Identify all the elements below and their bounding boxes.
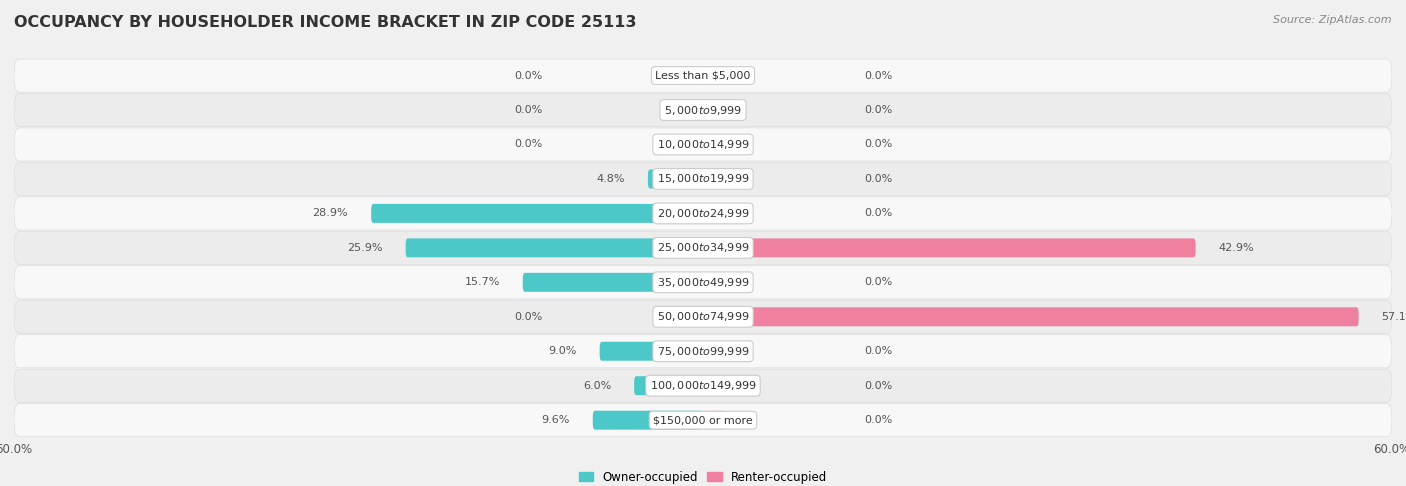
Text: 0.0%: 0.0%: [863, 381, 891, 391]
Text: 15.7%: 15.7%: [464, 278, 499, 287]
Text: 4.8%: 4.8%: [596, 174, 624, 184]
Text: 9.6%: 9.6%: [541, 415, 569, 425]
Text: $75,000 to $99,999: $75,000 to $99,999: [657, 345, 749, 358]
FancyBboxPatch shape: [14, 59, 1392, 92]
FancyBboxPatch shape: [681, 101, 703, 120]
Text: 0.0%: 0.0%: [863, 415, 891, 425]
Text: 0.0%: 0.0%: [863, 208, 891, 218]
FancyBboxPatch shape: [681, 135, 703, 154]
FancyBboxPatch shape: [523, 273, 703, 292]
FancyBboxPatch shape: [14, 266, 1392, 299]
Text: $5,000 to $9,999: $5,000 to $9,999: [664, 104, 742, 117]
Text: 0.0%: 0.0%: [863, 346, 891, 356]
FancyBboxPatch shape: [703, 204, 725, 223]
FancyBboxPatch shape: [593, 411, 703, 430]
Text: $35,000 to $49,999: $35,000 to $49,999: [657, 276, 749, 289]
FancyBboxPatch shape: [14, 335, 1392, 368]
Text: 0.0%: 0.0%: [863, 139, 891, 150]
Text: $25,000 to $34,999: $25,000 to $34,999: [657, 242, 749, 254]
FancyBboxPatch shape: [703, 135, 725, 154]
Text: 28.9%: 28.9%: [312, 208, 349, 218]
FancyBboxPatch shape: [703, 307, 1358, 326]
FancyBboxPatch shape: [14, 404, 1392, 437]
FancyBboxPatch shape: [703, 170, 725, 189]
FancyBboxPatch shape: [405, 239, 703, 258]
FancyBboxPatch shape: [14, 162, 1392, 195]
FancyBboxPatch shape: [599, 342, 703, 361]
FancyBboxPatch shape: [681, 307, 703, 326]
FancyBboxPatch shape: [14, 93, 1392, 126]
Text: $10,000 to $14,999: $10,000 to $14,999: [657, 138, 749, 151]
Text: 57.1%: 57.1%: [1382, 312, 1406, 322]
FancyBboxPatch shape: [703, 101, 725, 120]
Text: 0.0%: 0.0%: [863, 105, 891, 115]
FancyBboxPatch shape: [14, 128, 1392, 161]
Text: OCCUPANCY BY HOUSEHOLDER INCOME BRACKET IN ZIP CODE 25113: OCCUPANCY BY HOUSEHOLDER INCOME BRACKET …: [14, 15, 637, 30]
Text: $100,000 to $149,999: $100,000 to $149,999: [650, 379, 756, 392]
Text: $50,000 to $74,999: $50,000 to $74,999: [657, 310, 749, 323]
Text: $150,000 or more: $150,000 or more: [654, 415, 752, 425]
Text: 9.0%: 9.0%: [548, 346, 576, 356]
Legend: Owner-occupied, Renter-occupied: Owner-occupied, Renter-occupied: [574, 466, 832, 486]
Text: 42.9%: 42.9%: [1219, 243, 1254, 253]
FancyBboxPatch shape: [703, 411, 725, 430]
Text: 0.0%: 0.0%: [863, 174, 891, 184]
Text: 0.0%: 0.0%: [515, 105, 543, 115]
FancyBboxPatch shape: [371, 204, 703, 223]
Text: 0.0%: 0.0%: [515, 312, 543, 322]
FancyBboxPatch shape: [703, 239, 1195, 258]
FancyBboxPatch shape: [14, 300, 1392, 333]
FancyBboxPatch shape: [14, 197, 1392, 230]
FancyBboxPatch shape: [648, 170, 703, 189]
Text: 6.0%: 6.0%: [583, 381, 612, 391]
FancyBboxPatch shape: [634, 376, 703, 395]
Text: 0.0%: 0.0%: [515, 139, 543, 150]
FancyBboxPatch shape: [14, 231, 1392, 264]
FancyBboxPatch shape: [681, 66, 703, 85]
FancyBboxPatch shape: [703, 342, 725, 361]
Text: 25.9%: 25.9%: [347, 243, 382, 253]
FancyBboxPatch shape: [703, 376, 725, 395]
Text: 0.0%: 0.0%: [863, 278, 891, 287]
Text: Source: ZipAtlas.com: Source: ZipAtlas.com: [1274, 15, 1392, 25]
Text: 0.0%: 0.0%: [515, 70, 543, 81]
FancyBboxPatch shape: [703, 66, 725, 85]
Text: Less than $5,000: Less than $5,000: [655, 70, 751, 81]
FancyBboxPatch shape: [703, 273, 725, 292]
Text: 0.0%: 0.0%: [863, 70, 891, 81]
Text: $20,000 to $24,999: $20,000 to $24,999: [657, 207, 749, 220]
Text: $15,000 to $19,999: $15,000 to $19,999: [657, 173, 749, 186]
FancyBboxPatch shape: [14, 369, 1392, 402]
